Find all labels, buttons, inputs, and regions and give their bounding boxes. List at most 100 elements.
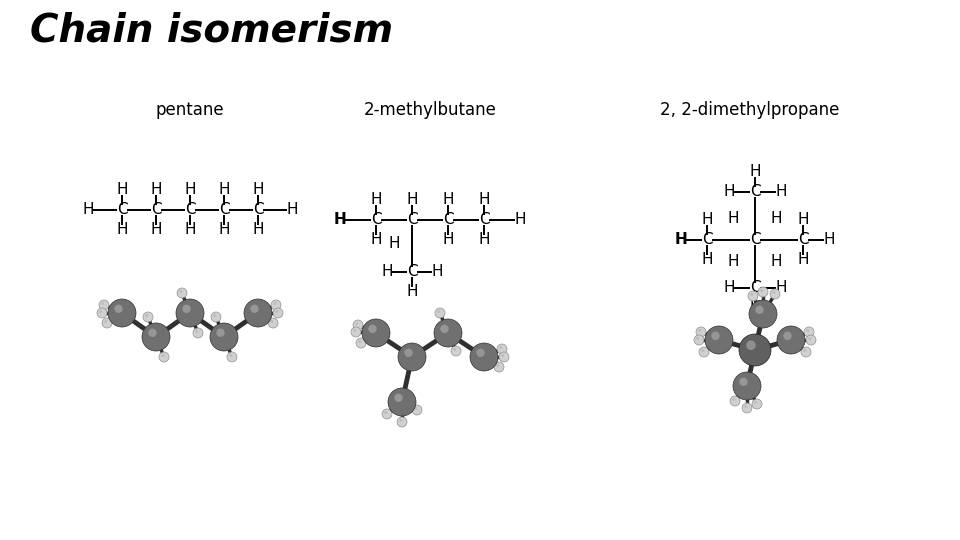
Circle shape [182, 305, 191, 313]
Circle shape [99, 310, 103, 313]
Circle shape [105, 320, 108, 323]
Text: H: H [371, 233, 382, 247]
Text: H: H [478, 192, 490, 207]
Circle shape [273, 308, 283, 318]
Circle shape [176, 299, 204, 327]
Circle shape [108, 299, 136, 327]
Circle shape [496, 364, 499, 367]
Text: 2, 2-dimethylpropane: 2, 2-dimethylpropane [660, 101, 840, 119]
Text: C: C [702, 233, 712, 247]
Text: C: C [798, 233, 808, 247]
Circle shape [399, 419, 402, 422]
Text: C: C [750, 280, 760, 295]
Text: H: H [218, 222, 229, 238]
Circle shape [101, 302, 105, 305]
Circle shape [804, 327, 814, 337]
Circle shape [193, 328, 203, 338]
Circle shape [395, 394, 402, 402]
Circle shape [777, 326, 805, 354]
Circle shape [362, 319, 390, 347]
Circle shape [748, 291, 758, 301]
Circle shape [355, 322, 358, 325]
Text: C: C [750, 233, 760, 247]
Circle shape [353, 329, 356, 332]
Circle shape [412, 405, 422, 415]
Text: H: H [83, 202, 94, 218]
Text: C: C [184, 202, 195, 218]
Text: C: C [151, 202, 161, 218]
Text: H: H [776, 280, 787, 295]
Circle shape [730, 396, 740, 406]
Circle shape [415, 407, 418, 410]
Text: H: H [151, 183, 161, 198]
Text: H: H [797, 213, 808, 227]
Circle shape [742, 403, 752, 413]
Circle shape [161, 354, 164, 357]
Circle shape [755, 401, 757, 404]
Circle shape [758, 287, 768, 297]
Text: H: H [478, 233, 490, 247]
Circle shape [358, 340, 361, 343]
Text: H: H [334, 213, 347, 227]
Circle shape [229, 354, 232, 357]
Circle shape [806, 329, 809, 332]
Circle shape [271, 320, 274, 323]
Circle shape [382, 409, 392, 419]
Text: H: H [723, 185, 734, 199]
Circle shape [470, 343, 498, 371]
Circle shape [760, 289, 763, 292]
Circle shape [99, 300, 109, 310]
Circle shape [211, 312, 221, 322]
Circle shape [698, 329, 701, 332]
Circle shape [216, 329, 225, 337]
Circle shape [476, 349, 485, 357]
Circle shape [434, 319, 462, 347]
Text: H: H [381, 265, 393, 280]
Circle shape [227, 352, 237, 362]
Text: C: C [750, 185, 760, 199]
Circle shape [213, 314, 216, 317]
Circle shape [145, 314, 148, 317]
Circle shape [276, 310, 278, 313]
Text: H: H [286, 202, 298, 218]
Circle shape [384, 411, 387, 414]
Circle shape [501, 354, 504, 357]
Circle shape [733, 372, 761, 400]
Text: H: H [252, 183, 264, 198]
Circle shape [494, 362, 504, 372]
Text: H: H [184, 222, 196, 238]
Text: H: H [749, 300, 760, 315]
Circle shape [739, 377, 748, 386]
Circle shape [804, 349, 806, 352]
Circle shape [711, 332, 720, 340]
Text: H: H [116, 222, 128, 238]
Circle shape [749, 300, 777, 328]
Text: C: C [219, 202, 229, 218]
Circle shape [751, 293, 754, 296]
Text: C: C [252, 202, 263, 218]
Text: H: H [252, 222, 264, 238]
Text: H: H [184, 183, 196, 198]
Circle shape [398, 343, 426, 371]
Text: H: H [771, 254, 782, 269]
Circle shape [268, 318, 278, 328]
Circle shape [404, 349, 413, 357]
Circle shape [694, 335, 704, 345]
Circle shape [351, 327, 361, 337]
Circle shape [783, 332, 792, 340]
Circle shape [705, 326, 733, 354]
Text: H: H [797, 253, 808, 267]
Text: Chain isomerism: Chain isomerism [30, 11, 394, 49]
Circle shape [271, 300, 281, 310]
Text: H: H [728, 254, 739, 269]
Circle shape [397, 417, 407, 427]
Circle shape [435, 308, 445, 318]
Circle shape [499, 346, 502, 349]
Circle shape [210, 323, 238, 351]
Text: H: H [116, 183, 128, 198]
Circle shape [159, 352, 169, 362]
Text: H: H [701, 213, 712, 227]
Circle shape [180, 290, 182, 293]
Text: C: C [479, 213, 490, 227]
Circle shape [441, 325, 448, 333]
